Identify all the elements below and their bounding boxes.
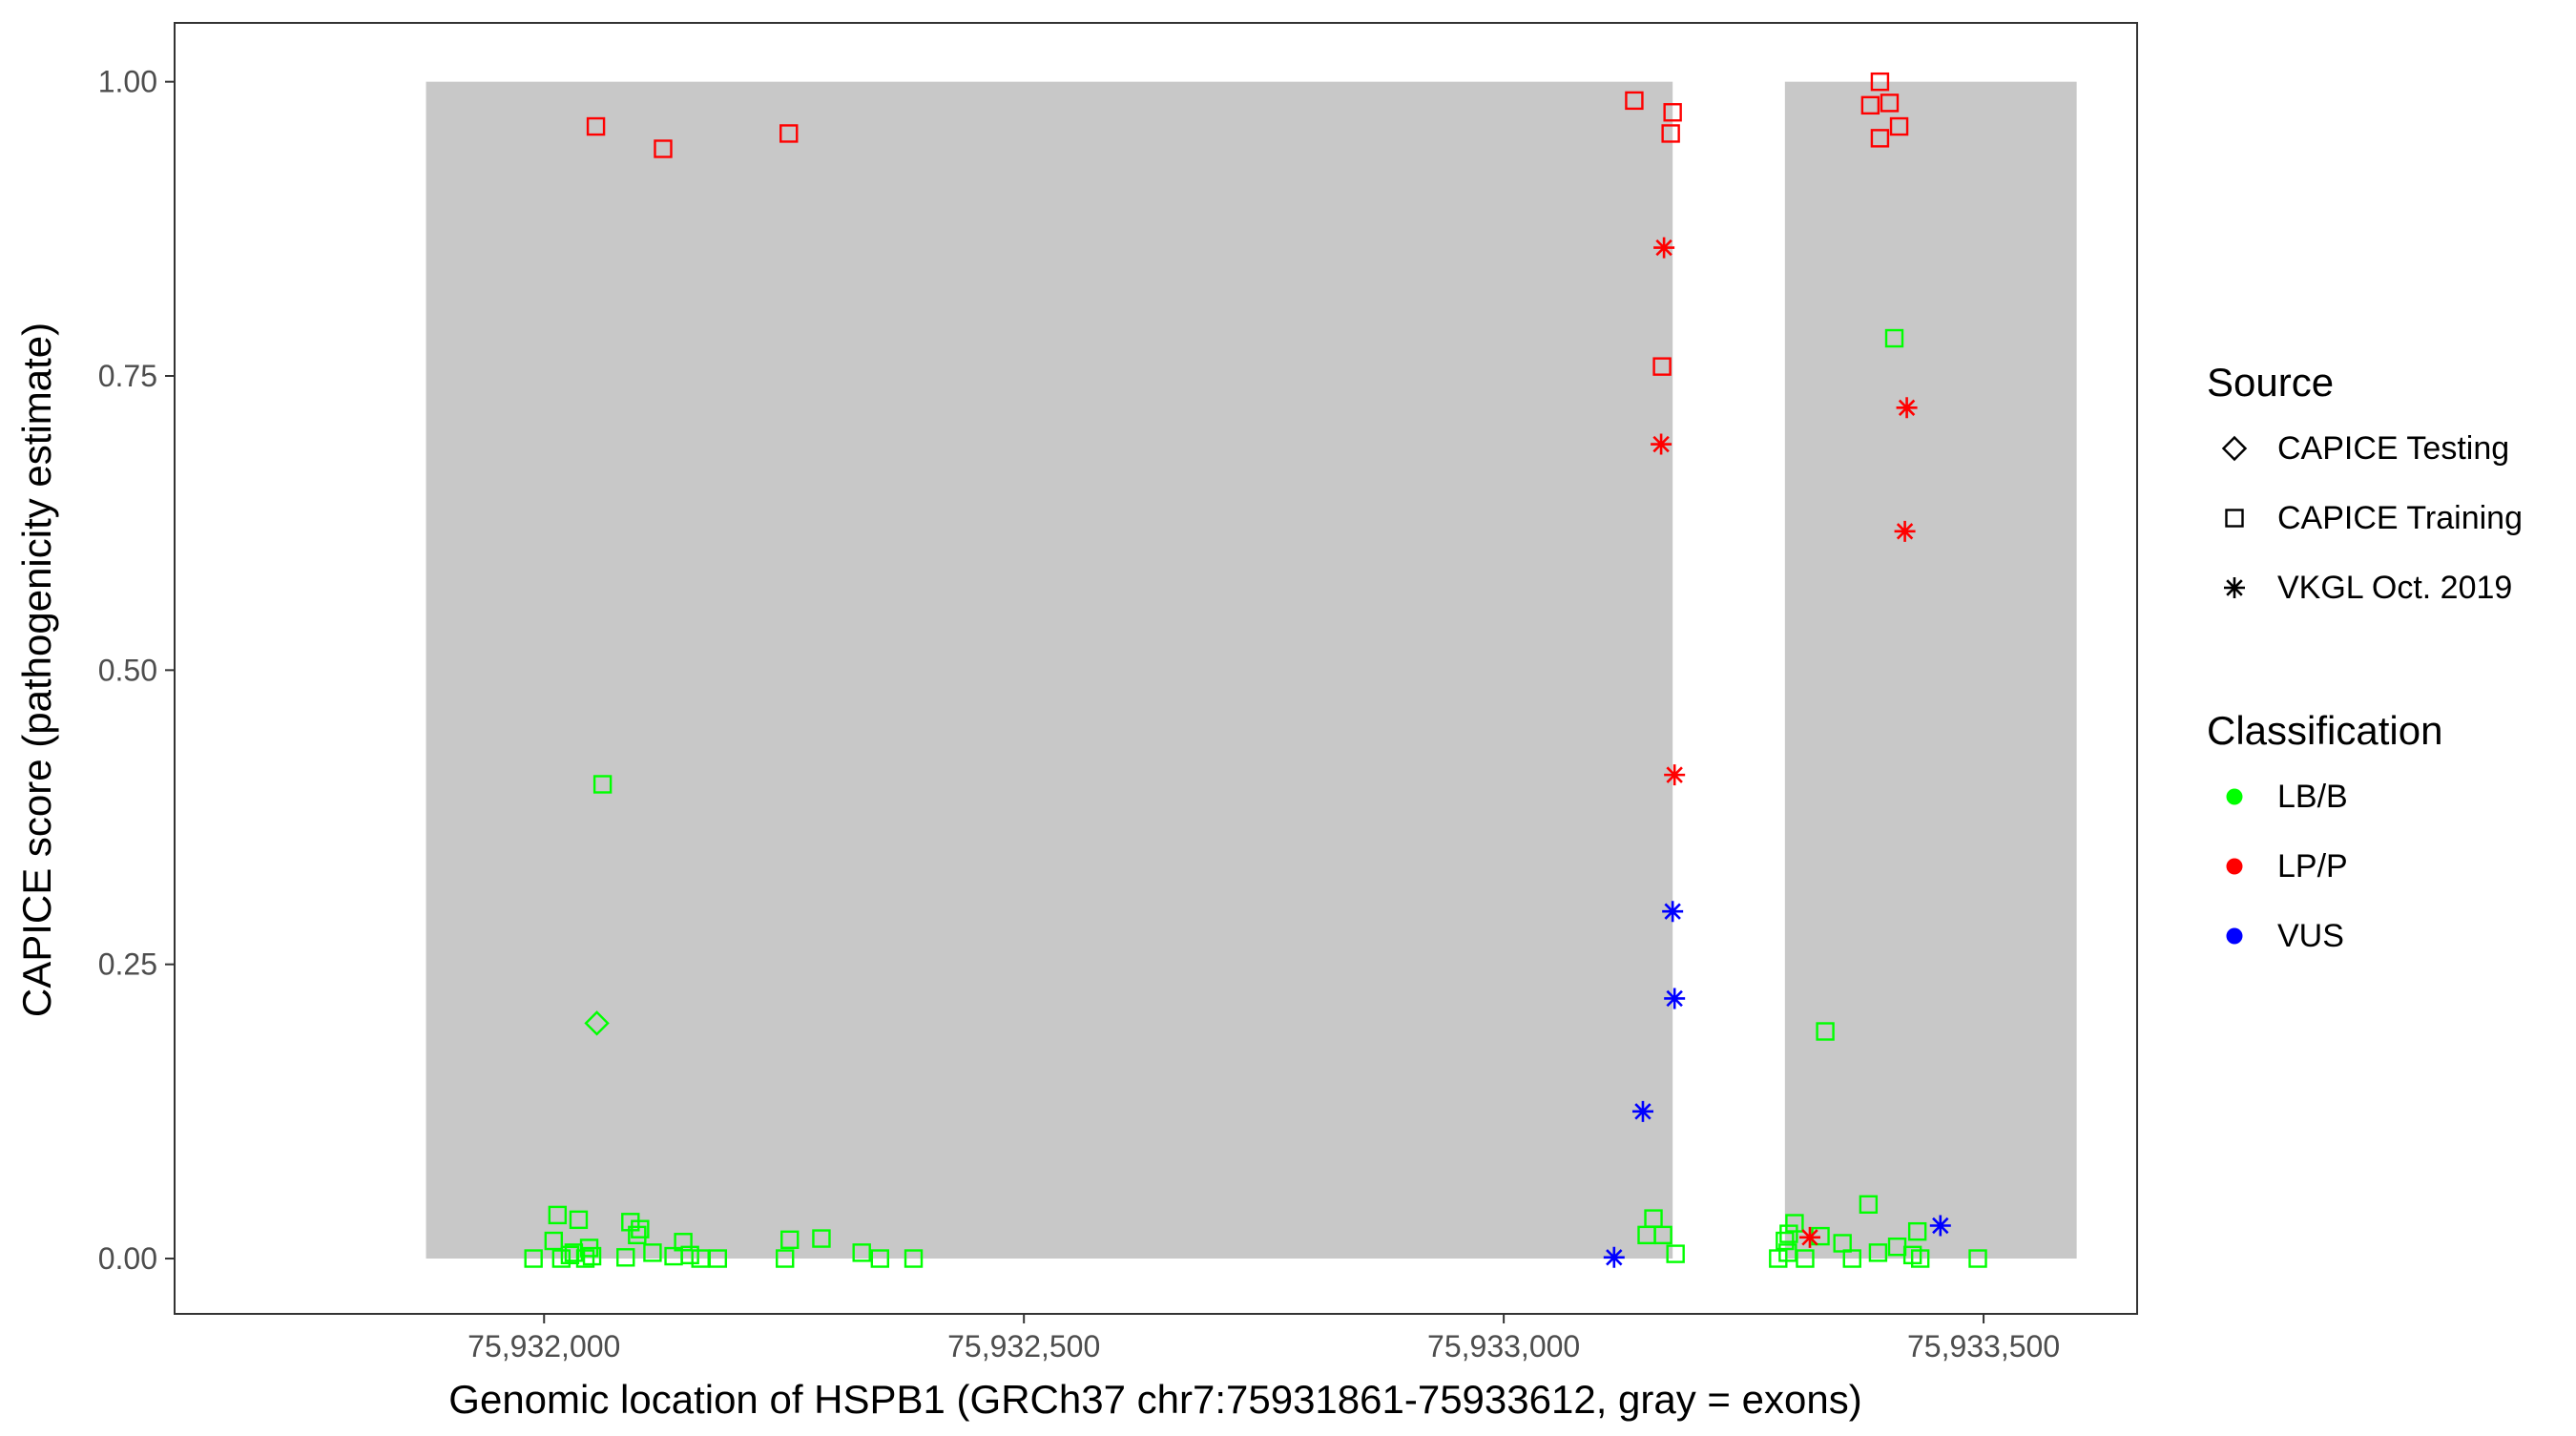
data-point [1859, 1195, 1879, 1214]
legend-source-label: CAPICE Training [2277, 500, 2523, 536]
data-point [1631, 1100, 1653, 1122]
data-point [1625, 91, 1644, 111]
data-point [575, 1249, 595, 1268]
data-point [1779, 1224, 1798, 1243]
data-point [852, 1243, 871, 1262]
points-layer [524, 72, 1987, 1268]
data-point [1910, 1249, 1930, 1268]
data-point [1661, 124, 1680, 143]
data-point [569, 1210, 589, 1230]
data-point [1870, 72, 1890, 92]
data-point [1644, 1209, 1663, 1228]
data-point [1889, 116, 1909, 136]
data-point [548, 1205, 568, 1225]
data-point [1880, 94, 1900, 113]
legend: Source CAPICE Testing CAPICE Training VKGL… [2207, 360, 2523, 954]
data-point [1842, 1249, 1861, 1268]
data-point [1884, 328, 1904, 348]
data-point [1603, 1246, 1625, 1268]
x-tick-label: 75,933,500 [1907, 1329, 2060, 1363]
y-axis: 0.00 0.25 0.50 0.75 1.00 [98, 65, 175, 1276]
data-point [1907, 1221, 1927, 1241]
data-point [776, 1249, 795, 1268]
legend-source-title: Source [2207, 360, 2334, 405]
data-point [1833, 1234, 1852, 1253]
data-point [586, 116, 606, 136]
data-point [870, 1249, 890, 1268]
y-tick-label: 0.50 [98, 653, 157, 687]
x-axis: 75,932,000 75,932,500 75,933,000 75,933,500 [467, 1314, 2060, 1363]
x-tick-label: 75,932,500 [947, 1329, 1100, 1363]
legend-star-icon [2224, 577, 2245, 598]
legend-class-items: LB/B LP/P VUS [2226, 779, 2348, 954]
legend-class-label: LP/P [2277, 848, 2348, 884]
data-point [1653, 237, 1675, 259]
data-point [779, 124, 799, 143]
x-axis-label: Genomic location of HSPB1 (GRCh37 chr7:7… [448, 1377, 1861, 1422]
exon-band [1784, 81, 2077, 1259]
data-point [1769, 1249, 1788, 1268]
data-point [708, 1249, 728, 1268]
y-tick-label: 0.75 [98, 359, 157, 393]
data-point [584, 1010, 610, 1036]
data-point [1785, 1214, 1804, 1233]
legend-diamond-icon [2221, 435, 2248, 462]
x-tick-label: 75,933,000 [1427, 1329, 1580, 1363]
data-point [1666, 1244, 1685, 1263]
data-point [1652, 357, 1672, 376]
data-point [1968, 1249, 1987, 1268]
data-point [1799, 1226, 1820, 1248]
legend-dot-icon [2226, 858, 2243, 875]
legend-class-label: LB/B [2277, 779, 2348, 815]
y-tick-label: 1.00 [98, 65, 157, 99]
data-point [812, 1229, 831, 1248]
data-point [1664, 764, 1686, 786]
data-point [1796, 1249, 1815, 1268]
data-point [780, 1230, 800, 1249]
data-point [1653, 1225, 1672, 1245]
y-tick-label: 0.00 [98, 1241, 157, 1276]
exon-band [426, 81, 1673, 1259]
plot-panel-border [174, 22, 2138, 1315]
data-point [1663, 103, 1682, 122]
legend-class-label: VUS [2277, 918, 2344, 954]
data-point [631, 1219, 650, 1238]
exon-layer [426, 81, 2077, 1259]
data-point [1662, 901, 1684, 923]
legend-source-items: CAPICE Testing CAPICE Training VKGL Oct. 2… [2221, 430, 2523, 606]
data-point [1816, 1022, 1835, 1041]
data-point [1894, 520, 1916, 542]
legend-dot-icon [2226, 788, 2243, 805]
legend-square-icon [2225, 509, 2244, 528]
data-point [579, 1238, 599, 1258]
data-point [1664, 988, 1686, 1009]
legend-source-label: CAPICE Testing [2277, 430, 2509, 467]
y-axis-label: CAPICE score (pathogenicity estimate) [14, 323, 59, 1017]
data-point [654, 139, 673, 158]
data-point [524, 1249, 543, 1268]
legend-source-label: VKGL Oct. 2019 [2277, 570, 2512, 606]
data-point [1651, 433, 1672, 455]
x-tick-label: 75,932,000 [467, 1329, 620, 1363]
data-point [544, 1231, 564, 1251]
data-point [674, 1233, 693, 1252]
legend-classification-title: Classification [2207, 708, 2442, 753]
y-tick-label: 0.25 [98, 947, 157, 982]
data-point [680, 1245, 699, 1265]
data-point [1929, 1215, 1951, 1237]
legend-dot-icon [2226, 927, 2243, 945]
data-point [1896, 397, 1918, 419]
data-point [616, 1248, 635, 1267]
data-point [628, 1225, 647, 1245]
data-point [1868, 1243, 1888, 1262]
data-point [1870, 129, 1890, 148]
data-point [904, 1249, 924, 1268]
data-point [592, 775, 613, 794]
data-point [1860, 95, 1880, 115]
data-point [643, 1243, 662, 1262]
